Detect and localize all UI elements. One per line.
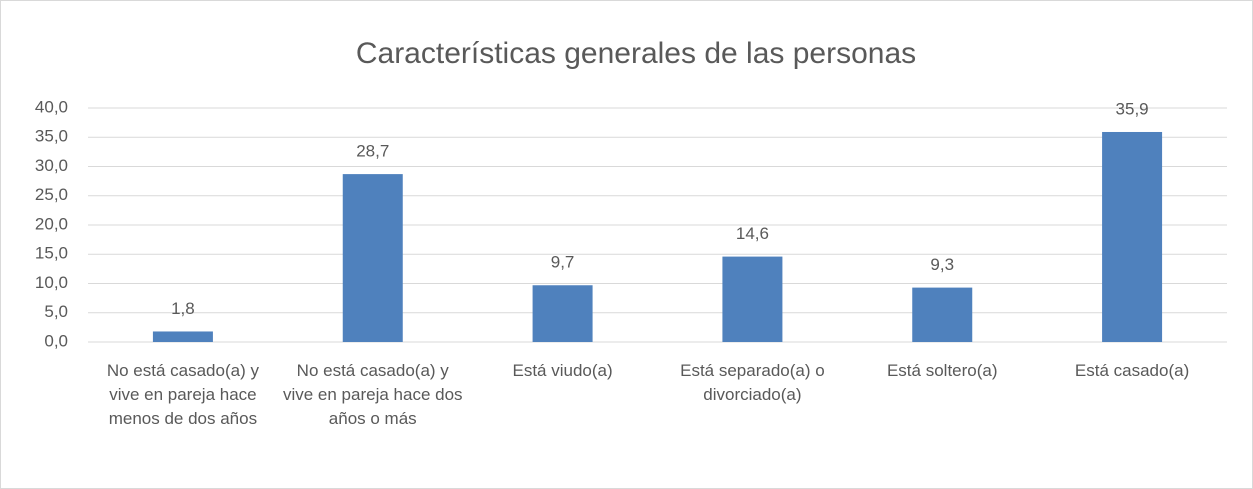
bar — [532, 285, 593, 342]
x-tick-label: Está soltero(a) — [886, 361, 998, 380]
x-tick-label: Está viudo(a) — [512, 361, 613, 380]
y-tick-label: 0,0 — [44, 331, 68, 350]
bar — [342, 174, 403, 342]
y-tick-label: 25,0 — [35, 185, 68, 204]
bar — [912, 287, 973, 342]
y-tick-label: 15,0 — [35, 244, 68, 263]
bar — [152, 331, 213, 342]
x-tick-label: Está casado(a) — [1074, 361, 1190, 380]
data-label: 28,7 — [356, 142, 389, 161]
x-tick-label: Está separado(a) o divorciado(a) — [680, 361, 825, 404]
bar — [1102, 131, 1163, 342]
data-label: 1,8 — [171, 299, 195, 318]
y-tick-label: 35,0 — [35, 127, 68, 146]
chart-title: Características generales de las persona… — [356, 37, 916, 70]
y-tick-label: 10,0 — [35, 273, 68, 292]
data-label: 14,6 — [736, 224, 769, 243]
x-tick-label: No está casado(a) y vive en pareja hace … — [282, 361, 463, 428]
x-tick-label: No está casado(a) y vive en pareja hace … — [106, 361, 259, 428]
data-label: 9,3 — [930, 255, 954, 274]
y-tick-label: 5,0 — [44, 302, 68, 321]
data-label: 35,9 — [1116, 99, 1149, 118]
bar — [722, 256, 783, 342]
data-label: 9,7 — [551, 253, 575, 272]
y-tick-label: 20,0 — [35, 214, 68, 233]
y-tick-label: 30,0 — [35, 156, 68, 175]
y-tick-label: 40,0 — [35, 97, 68, 116]
